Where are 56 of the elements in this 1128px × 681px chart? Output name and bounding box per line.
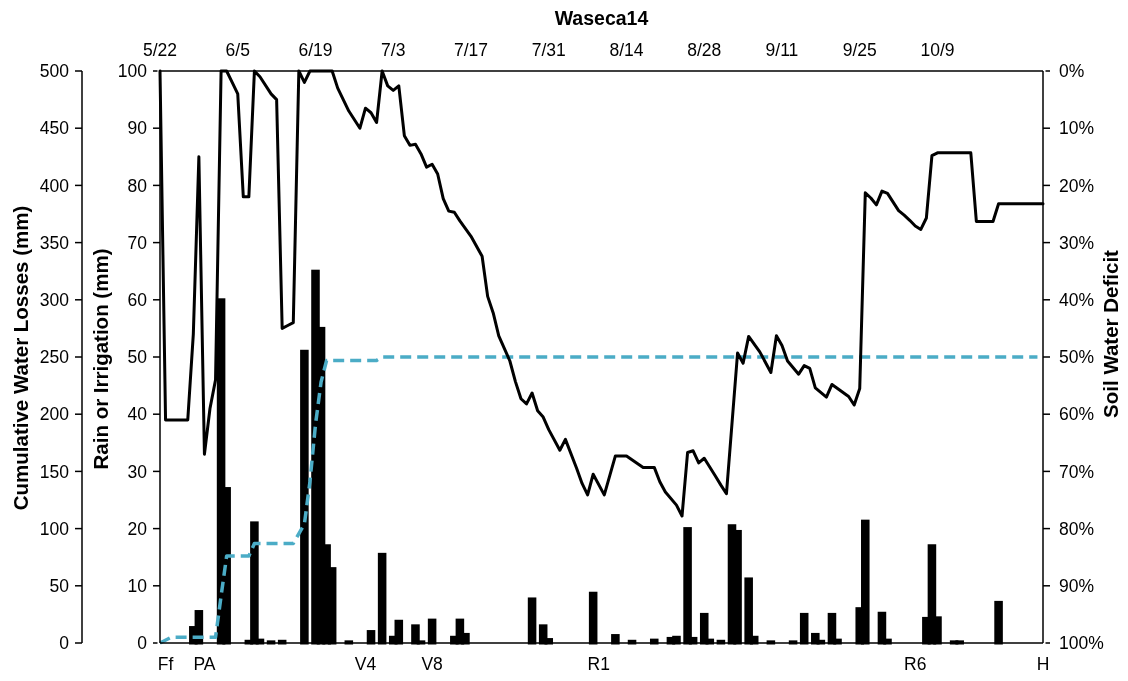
x2-tick-label: 10/9 [920, 40, 955, 61]
y3-tick-label: 400 [39, 175, 70, 196]
x-tick-label: V8 [421, 654, 443, 675]
y2-tick-label: 0% [1059, 61, 1085, 82]
chart-title: Waseca14 [554, 6, 649, 29]
y3-tick-label: 200 [39, 404, 70, 425]
x-tick-label: H [1036, 654, 1050, 675]
x-tick-label: V4 [354, 654, 377, 675]
y3-tick-label: 300 [39, 289, 70, 310]
x2-tick-label: 8/14 [609, 40, 644, 61]
y2-tick-label: 70% [1059, 461, 1095, 482]
y3-axis-title: Cumulative Water Losses (mm) [9, 205, 33, 511]
line-series [158, 355, 1040, 645]
x-tick-label: R6 [904, 654, 927, 675]
x2-tick-label: 5/22 [142, 40, 178, 61]
y-axis-title: Rain or Irrigation (mm) [89, 248, 113, 470]
y3-tick-label: 250 [39, 347, 70, 368]
y-tick-label: 20 [127, 518, 148, 539]
y3-tick-label: 100 [39, 518, 70, 539]
y3-tick-label: 500 [39, 61, 70, 82]
y2-tick-label: 30% [1059, 232, 1095, 253]
y-tick-label: 10 [127, 575, 148, 596]
y2-axis-title: Soil Water Deficit [1099, 249, 1123, 418]
x2-tick-label: 9/25 [842, 40, 877, 61]
x-tick-label: PA [193, 654, 216, 675]
y2-tick-label: 60% [1059, 404, 1095, 425]
y-tick-label: 40 [127, 404, 148, 425]
y-tick-label: 30 [127, 461, 148, 482]
y-tick-label: 100 [117, 61, 148, 82]
y2-tick-label: 90% [1059, 575, 1095, 596]
x2-tick-label: 6/5 [225, 40, 250, 61]
y-tick-label: 50 [127, 347, 148, 368]
x2-tick-label: 7/17 [453, 40, 489, 61]
y3-tick-label: 0 [59, 633, 70, 654]
x-tick-label: Ff [157, 654, 174, 675]
y3-tick-label: 450 [39, 118, 70, 139]
y2-tick-label: 10% [1059, 118, 1095, 139]
y-tick-label: 90 [127, 118, 148, 139]
y3-tick-label: 50 [49, 575, 70, 596]
x2-tick-label: 7/3 [381, 40, 406, 61]
x2-tick-label: 8/28 [687, 40, 722, 61]
y-tick-label: 60 [127, 289, 148, 310]
y2-tick-label: 20% [1059, 175, 1095, 196]
x2-tick-label: 9/11 [765, 40, 799, 61]
x2-tick-label: 6/19 [298, 40, 333, 61]
y2-tick-label: 80% [1059, 518, 1095, 539]
y2-tick-label: 50% [1059, 347, 1095, 368]
y-tick-label: 70 [127, 232, 148, 253]
y-tick-label: 0 [137, 633, 148, 654]
y-tick-label: 80 [127, 175, 148, 196]
y3-tick-label: 150 [39, 461, 70, 482]
y3-tick-label: 350 [39, 232, 70, 253]
x2-tick-label: 7/31 [531, 40, 566, 61]
y2-tick-label: 40% [1059, 289, 1095, 310]
y2-tick-label: 100% [1059, 633, 1104, 654]
x-tick-label: R1 [587, 654, 610, 675]
